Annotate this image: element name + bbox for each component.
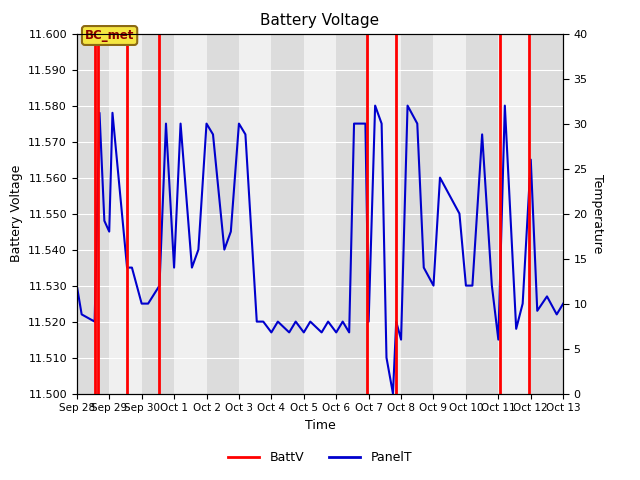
Bar [174,34,207,394]
Bar [369,34,401,394]
Legend: BattV, PanelT: BattV, PanelT [223,446,417,469]
Text: BC_met: BC_met [85,29,134,42]
Bar [304,34,336,394]
Y-axis label: Temperature: Temperature [591,174,604,253]
Title: Battery Voltage: Battery Voltage [260,13,380,28]
Bar [433,34,466,394]
Bar [239,34,271,394]
Bar [499,34,531,394]
Y-axis label: Battery Voltage: Battery Voltage [10,165,23,262]
X-axis label: Time: Time [305,419,335,432]
Bar [109,34,141,394]
